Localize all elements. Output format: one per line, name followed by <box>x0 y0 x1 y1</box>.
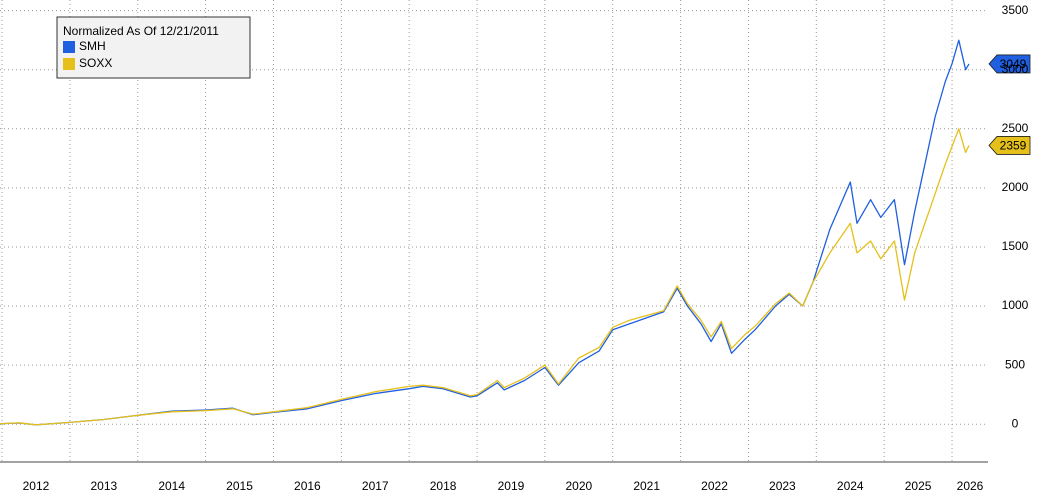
y-tick-label: 3500 <box>1002 3 1029 17</box>
legend-box <box>56 16 251 79</box>
y-tick-label: 500 <box>1005 357 1025 371</box>
series-line <box>0 128 970 426</box>
last-value-tags: 3049 2359 <box>988 54 1031 155</box>
legend: Normalized As Of 12/21/2011 SMH SOXX <box>56 16 251 79</box>
x-tick-label: 2018 <box>430 479 457 493</box>
x-tick-label: 2013 <box>90 479 117 493</box>
x-tick-label: 2022 <box>701 479 728 493</box>
y-tick-label: 3000 <box>1002 62 1029 76</box>
x-tick-label: 2019 <box>498 479 525 493</box>
y-tick-label: 1000 <box>1002 298 1029 312</box>
x-tick-label: 2014 <box>158 479 185 493</box>
x-tick-label: 2016 <box>294 479 321 493</box>
x-tick-label: 2021 <box>633 479 660 493</box>
x-tick-label: 2023 <box>769 479 796 493</box>
value-tag <box>988 54 1031 74</box>
x-tick-label: 2017 <box>362 479 389 493</box>
legend-label: SMH <box>79 39 106 53</box>
x-tick-label: 2024 <box>837 479 864 493</box>
legend-swatch <box>63 58 75 70</box>
legend-title: Normalized As Of 12/21/2011 <box>63 24 219 38</box>
y-tick-label: 1500 <box>1002 239 1029 253</box>
legend-label: SOXX <box>79 56 112 70</box>
value-tag-label: 3049 <box>1000 57 1027 71</box>
x-tick-label: 2026 <box>957 479 984 493</box>
lines <box>0 39 970 426</box>
x-tick-label: 2020 <box>565 479 592 493</box>
x-tick-label: 2025 <box>905 479 932 493</box>
value-tag <box>988 136 1031 155</box>
legend-swatch <box>63 41 75 53</box>
y-tick-label: 2500 <box>1002 121 1029 135</box>
x-tick-label: 2015 <box>226 479 253 493</box>
value-tag-label: 2359 <box>1000 139 1027 153</box>
y-tick-label: 0 <box>1012 416 1019 430</box>
y-tick-label: 2000 <box>1002 180 1029 194</box>
x-tick-label: 2012 <box>23 479 50 493</box>
